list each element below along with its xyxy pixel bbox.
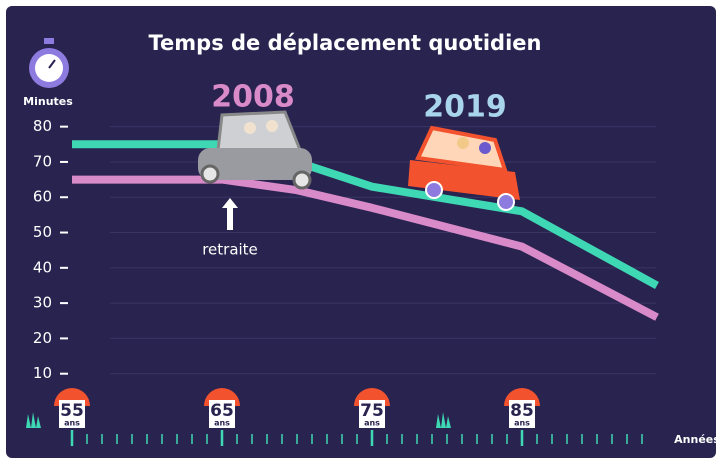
tick-badge-plate [509, 400, 535, 428]
series-label: 2008 [211, 80, 295, 115]
grass [26, 412, 451, 428]
y-tick-label: 40 [33, 258, 52, 276]
x-tick-suffix: ans [214, 419, 230, 428]
y-tick-label: 20 [33, 329, 52, 347]
x-tick-label: 75 [360, 401, 384, 421]
series-label: 2019 [423, 90, 507, 125]
series-line [72, 140, 659, 289]
y-tick-label: 70 [33, 152, 52, 170]
x-tick-suffix: ans [64, 419, 80, 428]
background [6, 6, 716, 458]
x-tick-suffix: ans [514, 419, 530, 428]
x-tick-label: 55 [60, 401, 84, 421]
y-tick-label: 30 [33, 294, 52, 312]
x-tick-suffix: ans [364, 419, 380, 428]
car-2008 [198, 110, 312, 190]
x-tick-label: 85 [510, 401, 534, 421]
x-axis-label: Années [674, 433, 720, 446]
y-tick-label: 60 [33, 188, 52, 206]
stopwatch-icon [29, 38, 69, 88]
tick-badge-plate [359, 400, 385, 428]
chart-title: Temps de déplacement quotidien [149, 31, 542, 55]
x-tick-label: 65 [210, 401, 234, 421]
car-2019 [408, 125, 520, 211]
y-tick-label: 80 [33, 117, 52, 135]
y-axis-label: Minutes [23, 95, 73, 108]
annotation: retraite [202, 241, 258, 259]
tick-badge-plate [209, 400, 235, 428]
y-tick-label: 50 [33, 223, 52, 241]
retraite-arrow [222, 198, 238, 230]
series-line [72, 175, 659, 321]
y-tick-label: 10 [33, 364, 52, 382]
tick-badge-plate [59, 400, 85, 428]
